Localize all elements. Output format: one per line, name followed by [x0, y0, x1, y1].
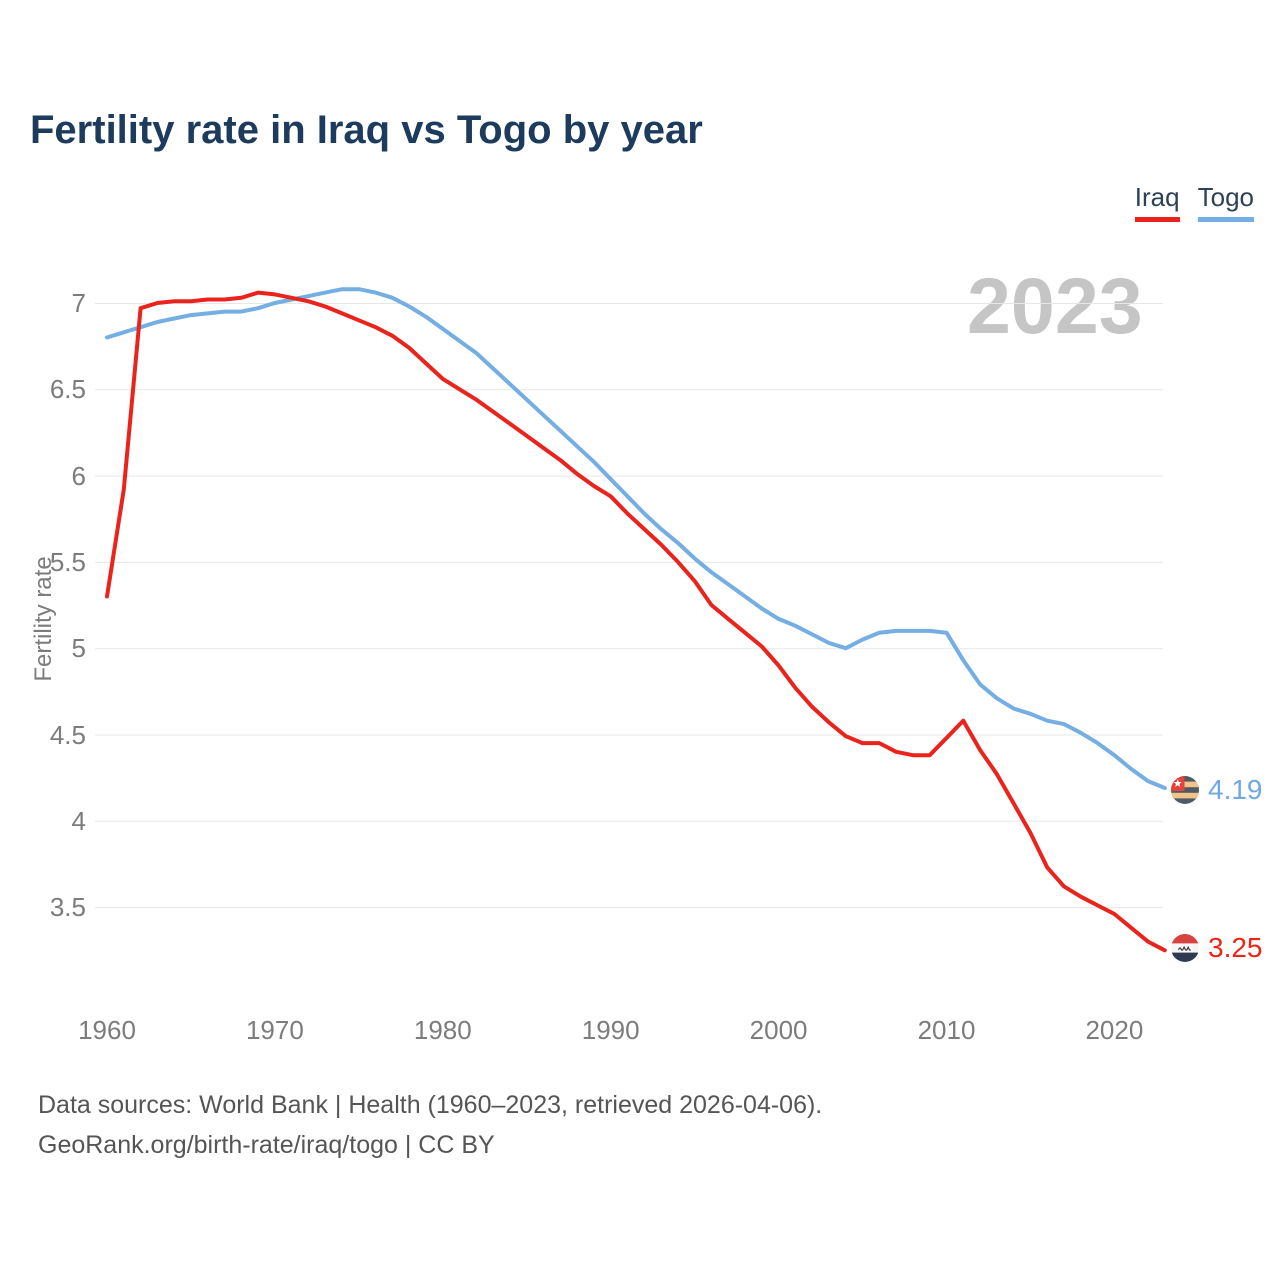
page-title: Fertility rate in Iraq vs Togo by year — [30, 108, 703, 152]
y-tick-label: 5.5 — [49, 546, 86, 577]
x-tick-label: 1980 — [413, 1015, 472, 1045]
footer-sources-line: Data sources: World Bank | Health (1960–… — [38, 1091, 823, 1119]
iraq-series-line — [105, 290, 1167, 953]
y-tick-label: 6 — [71, 460, 86, 491]
togo-latest-value: 4.19 — [1208, 774, 1263, 805]
footer: Data sources: World Bank | Health (1960–… — [38, 1085, 822, 1165]
iraq-flag-icon — [1171, 934, 1199, 962]
legend-item-togo[interactable]: Togo — [1197, 183, 1254, 222]
legend-item-iraq[interactable]: Iraq — [1134, 183, 1180, 222]
iraq-end-label: 3.25 — [1171, 934, 1263, 962]
x-tick-label: 1990 — [581, 1015, 640, 1045]
x-tick-label: 1960 — [78, 1015, 136, 1045]
y-tick-label: 4 — [71, 805, 86, 836]
footer-attribution-line: GeoRank.org/birth-rate/iraq/togo | CC BY — [38, 1131, 495, 1159]
y-tick-label: 6.5 — [49, 374, 86, 405]
x-tick-label: 2010 — [917, 1015, 976, 1045]
iraq-latest-value: 3.25 — [1208, 932, 1263, 963]
togo-series-line — [105, 287, 1167, 790]
year-watermark: 2023 — [967, 261, 1143, 350]
togo-flag-icon — [1171, 776, 1199, 804]
y-tick-label: 3.5 — [49, 892, 86, 923]
x-tick-label: 1970 — [245, 1015, 304, 1045]
x-tick-label: 2000 — [749, 1015, 808, 1045]
chart-legend: Iraq Togo — [1134, 183, 1254, 222]
x-tick-label: 2020 — [1085, 1015, 1144, 1045]
y-tick-label: 7 — [71, 288, 86, 318]
togo-end-label: 4.19 — [1171, 776, 1263, 804]
y-tick-label: 4.5 — [49, 719, 86, 750]
y-tick-label: 5 — [71, 633, 86, 664]
